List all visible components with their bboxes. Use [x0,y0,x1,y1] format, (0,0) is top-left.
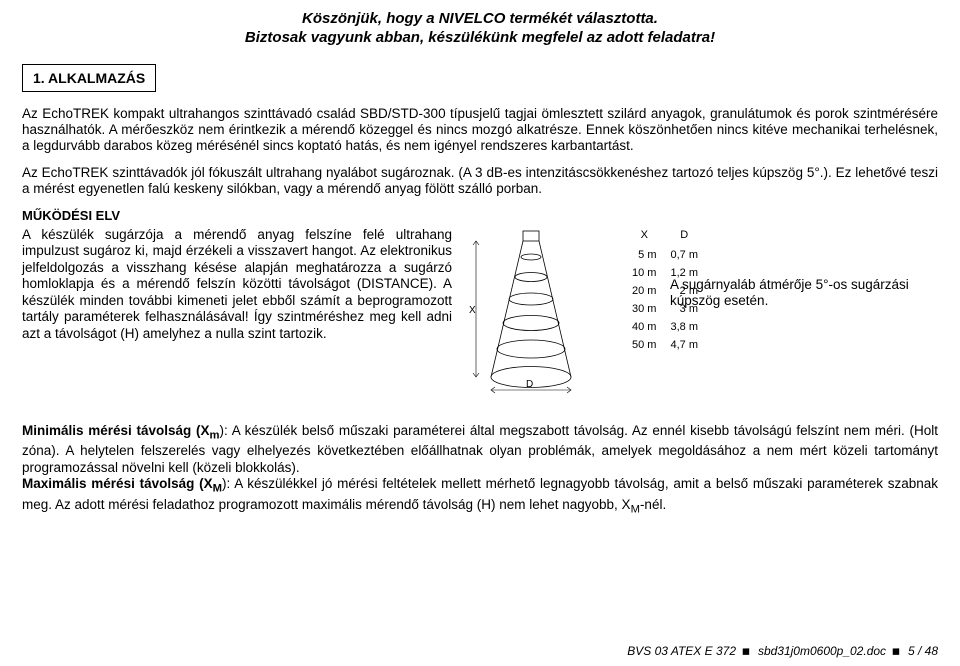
principle-text: A készülék sugárzója a mérendő anyag fel… [22,227,452,342]
beam-diagram: X D [466,227,596,397]
min-label: Minimális mérési távolság (X [22,423,209,438]
footer-sep-icon: ◆ [889,643,905,659]
footer-right: 5 / 48 [908,644,938,658]
definitions-block: Minimális mérési távolság (Xm): A készül… [22,423,938,517]
beam-table-col-d: D [664,229,704,245]
footer-mid: sbd31j0m0600p_02.doc [758,644,886,658]
intro-line2: Biztosak vagyunk abban, készülékünk megf… [245,29,715,46]
section-heading-box: 1. ALKALMAZÁS [22,64,156,92]
beam-note: A sugárnyaláb átmérője 5°-os sugárzási k… [670,227,938,310]
footer-sep-icon: ◆ [739,643,755,659]
max-label: Maximális mérési távolság (X [22,476,213,491]
intro-line1: Köszönjük, hogy a NIVELCO termékét válas… [302,10,658,27]
subheading: MŰKÖDÉSI ELV [22,208,938,223]
beam-table: X D 5 m0,7 m 10 m1,2 m 20 m2 m 30 m3 m 4… [624,227,706,355]
max-sub: M [213,483,222,495]
page-footer: BVS 03 ATEX E 372 ◆ sbd31j0m0600p_02.doc… [627,644,938,658]
svg-text:D: D [526,379,533,390]
table-row: 30 m3 m [626,301,704,317]
paragraph-2: Az EchoTREK szinttávadók jól fókuszált u… [22,165,938,198]
section-heading: 1. ALKALMAZÁS [33,70,145,86]
footer-left: BVS 03 ATEX E 372 [627,644,736,658]
max-tail: -nél. [640,497,666,512]
intro-block: Köszönjük, hogy a NIVELCO termékét válas… [22,10,938,48]
table-row: 40 m3,8 m [626,319,704,335]
table-row: 50 m4,7 m [626,337,704,353]
beam-table-col-x: X [626,229,662,245]
max-sub2: M [631,503,640,515]
beam-diagram-wrap: X D X D 5 m0,7 m 10 m1,2 m 20 m2 m 30 m3… [466,227,656,397]
table-row: 20 m2 m [626,283,704,299]
min-sub: m [209,430,219,442]
principle-row: A készülék sugárzója a mérendő anyag fel… [22,227,938,397]
table-row: 5 m0,7 m [626,247,704,263]
table-row: 10 m1,2 m [626,265,704,281]
paragraph-1: Az EchoTREK kompakt ultrahangos szinttáv… [22,106,938,155]
svg-text:X: X [469,305,476,316]
